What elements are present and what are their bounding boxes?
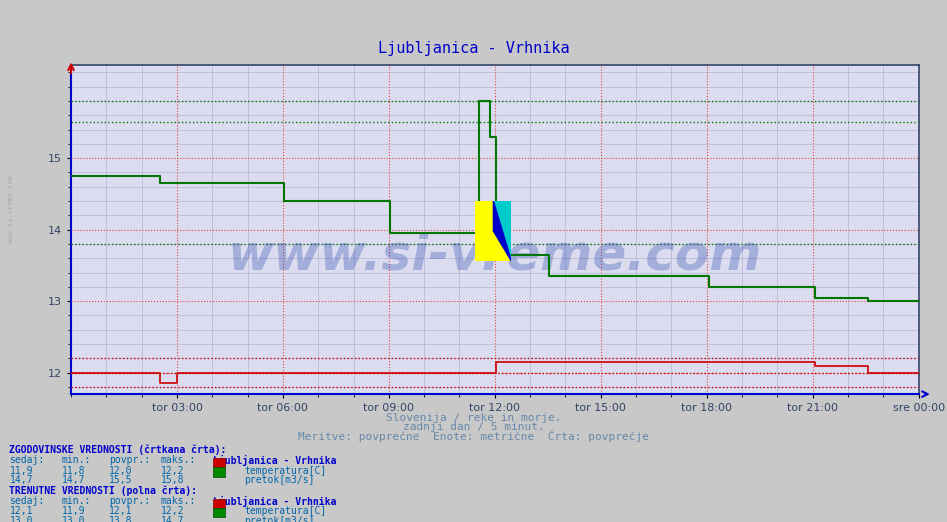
Text: povpr.:: povpr.: [109,496,150,506]
Text: Slovenija / reke in morje.: Slovenija / reke in morje. [385,412,562,423]
Text: sedaj:: sedaj: [9,496,45,506]
Text: 12,0: 12,0 [109,466,133,476]
Text: Meritve: povprečne  Enote: metrične  Črta: povprečje: Meritve: povprečne Enote: metrične Črta:… [298,431,649,442]
Text: 12,2: 12,2 [161,466,185,476]
Text: 14,7: 14,7 [161,516,185,522]
Text: 13,0: 13,0 [62,516,85,522]
Text: ZGODOVINSKE VREDNOSTI (črtkana črta):: ZGODOVINSKE VREDNOSTI (črtkana črta): [9,445,227,455]
Text: pretok[m3/s]: pretok[m3/s] [244,475,314,485]
Text: maks.:: maks.: [161,455,196,465]
Text: Ljubljanica - Vrhnika: Ljubljanica - Vrhnika [213,496,336,507]
Text: 15,5: 15,5 [109,475,133,485]
Text: 13,0: 13,0 [9,516,33,522]
Text: 13,8: 13,8 [109,516,133,522]
Text: min.:: min.: [62,496,91,506]
Text: TRENUTNE VREDNOSTI (polna črta):: TRENUTNE VREDNOSTI (polna črta): [9,485,198,496]
Text: Ljubljanica - Vrhnika: Ljubljanica - Vrhnika [378,41,569,55]
Text: temperatura[C]: temperatura[C] [244,466,327,476]
Text: pretok[m3/s]: pretok[m3/s] [244,516,314,522]
Text: 12,2: 12,2 [161,506,185,516]
Text: 11,9: 11,9 [62,506,85,516]
Text: Ljubljanica - Vrhnika: Ljubljanica - Vrhnika [213,455,336,466]
Text: sedaj:: sedaj: [9,455,45,465]
Text: zadnji dan / 5 minut.: zadnji dan / 5 minut. [402,422,545,432]
Text: povpr.:: povpr.: [109,455,150,465]
Text: min.:: min.: [62,455,91,465]
Text: 15,8: 15,8 [161,475,185,485]
Text: 12,1: 12,1 [109,506,133,516]
Text: maks.:: maks.: [161,496,196,506]
Text: 12,1: 12,1 [9,506,33,516]
Text: temperatura[C]: temperatura[C] [244,506,327,516]
Polygon shape [493,201,511,261]
Text: 11,8: 11,8 [62,466,85,476]
Text: 11,9: 11,9 [9,466,33,476]
Text: 14,7: 14,7 [9,475,33,485]
Text: www.si-vreme.com: www.si-vreme.com [9,175,14,243]
Text: 14,7: 14,7 [62,475,85,485]
Polygon shape [493,201,511,261]
Text: www.si-vreme.com: www.si-vreme.com [227,232,762,280]
